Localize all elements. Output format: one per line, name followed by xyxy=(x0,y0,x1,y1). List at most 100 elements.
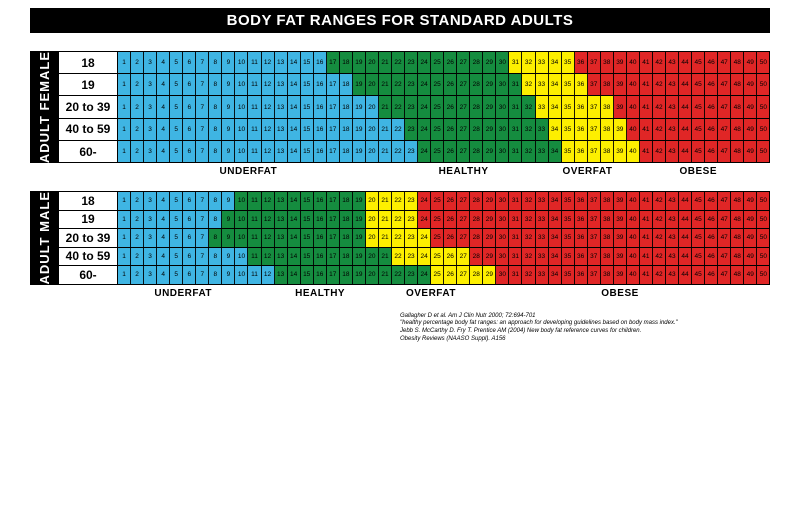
value-cells: 1234567891011121314151617181920212223242… xyxy=(118,229,769,247)
legend-overfat: OVERFAT xyxy=(392,288,470,299)
value-cell: 42 xyxy=(653,266,666,284)
value-cell: 29 xyxy=(483,192,496,210)
value-cell: 44 xyxy=(679,52,692,73)
value-cell: 7 xyxy=(196,52,209,73)
value-cell: 3 xyxy=(144,141,157,162)
value-cell: 26 xyxy=(444,229,457,247)
value-cell: 43 xyxy=(666,229,679,247)
value-cell: 11 xyxy=(248,141,261,162)
value-cell: 13 xyxy=(275,211,288,229)
value-cell: 46 xyxy=(705,229,718,247)
value-cell: 2 xyxy=(131,192,144,210)
value-cell: 41 xyxy=(640,211,653,229)
value-cell: 1 xyxy=(118,141,131,162)
value-cell: 47 xyxy=(718,96,731,117)
value-cell: 26 xyxy=(444,141,457,162)
value-cell: 32 xyxy=(522,96,535,117)
value-cell: 35 xyxy=(562,211,575,229)
value-cell: 44 xyxy=(679,141,692,162)
value-cell: 31 xyxy=(509,74,522,95)
value-cell: 13 xyxy=(275,248,288,266)
value-cell: 34 xyxy=(549,74,562,95)
value-cell: 8 xyxy=(209,74,222,95)
value-cell: 10 xyxy=(235,141,248,162)
value-cell: 45 xyxy=(692,266,705,284)
value-cell: 21 xyxy=(379,119,392,140)
value-cell: 44 xyxy=(679,248,692,266)
value-cell: 34 xyxy=(549,141,562,162)
value-cell: 40 xyxy=(627,229,640,247)
value-cell: 16 xyxy=(314,229,327,247)
value-cell: 49 xyxy=(744,96,757,117)
value-cell: 10 xyxy=(235,74,248,95)
value-cell: 50 xyxy=(757,248,769,266)
value-cell: 9 xyxy=(222,96,235,117)
value-cell: 4 xyxy=(157,96,170,117)
value-cell: 16 xyxy=(314,52,327,73)
value-cell: 19 xyxy=(353,141,366,162)
value-cell: 29 xyxy=(483,74,496,95)
value-cell: 49 xyxy=(744,266,757,284)
value-cell: 47 xyxy=(718,74,731,95)
value-cell: 50 xyxy=(757,266,769,284)
chart-row: 1912345678910111213141516171819202122232… xyxy=(58,73,769,95)
legend-overfat: OVERFAT xyxy=(548,166,626,177)
value-cell: 18 xyxy=(340,229,353,247)
citation-line: Gallagher D et al. Am J Clin Nutr 2000; … xyxy=(400,313,770,321)
value-cell: 20 xyxy=(366,248,379,266)
value-cell: 24 xyxy=(418,96,431,117)
value-cell: 17 xyxy=(327,119,340,140)
value-cell: 33 xyxy=(536,266,549,284)
value-cell: 1 xyxy=(118,192,131,210)
value-cell: 46 xyxy=(705,211,718,229)
value-cell: 22 xyxy=(392,192,405,210)
value-cell: 23 xyxy=(405,74,418,95)
value-cell: 26 xyxy=(444,74,457,95)
value-cell: 32 xyxy=(522,141,535,162)
value-cell: 39 xyxy=(614,229,627,247)
value-cell: 3 xyxy=(144,266,157,284)
value-cell: 31 xyxy=(509,141,522,162)
value-cell: 27 xyxy=(457,119,470,140)
value-cell: 4 xyxy=(157,52,170,73)
value-cell: 42 xyxy=(653,119,666,140)
value-cell: 43 xyxy=(666,52,679,73)
value-cell: 9 xyxy=(222,266,235,284)
value-cell: 5 xyxy=(170,119,183,140)
value-cell: 23 xyxy=(405,266,418,284)
value-cell: 37 xyxy=(588,52,601,73)
age-label: 18 xyxy=(58,52,118,73)
value-cell: 37 xyxy=(588,141,601,162)
value-cell: 40 xyxy=(627,52,640,73)
value-cell: 22 xyxy=(392,211,405,229)
value-cells: 1234567891011121314151617181920212223242… xyxy=(118,119,769,140)
value-cell: 47 xyxy=(718,266,731,284)
value-cell: 29 xyxy=(483,211,496,229)
value-cell: 14 xyxy=(288,211,301,229)
chart-row: 60-1234567891011121314151617181920212223… xyxy=(58,265,769,284)
page-title: BODY FAT RANGES FOR STANDARD ADULTS xyxy=(30,8,770,33)
value-cell: 15 xyxy=(301,52,314,73)
value-cell: 18 xyxy=(340,119,353,140)
value-cell: 41 xyxy=(640,141,653,162)
value-cell: 10 xyxy=(235,248,248,266)
value-cell: 4 xyxy=(157,266,170,284)
value-cell: 3 xyxy=(144,211,157,229)
value-cell: 13 xyxy=(275,141,288,162)
value-cell: 1 xyxy=(118,74,131,95)
value-cell: 40 xyxy=(627,96,640,117)
value-cell: 2 xyxy=(131,119,144,140)
value-cell: 50 xyxy=(757,229,769,247)
value-cell: 12 xyxy=(262,248,275,266)
chart-vertical-label: ADULT MALE xyxy=(30,191,58,285)
value-cell: 1 xyxy=(118,211,131,229)
value-cell: 12 xyxy=(262,74,275,95)
value-cell: 7 xyxy=(196,192,209,210)
value-cell: 9 xyxy=(222,192,235,210)
value-cell: 46 xyxy=(705,192,718,210)
value-cell: 19 xyxy=(353,52,366,73)
value-cell: 5 xyxy=(170,266,183,284)
value-cell: 4 xyxy=(157,119,170,140)
value-cell: 25 xyxy=(431,52,444,73)
value-cell: 37 xyxy=(588,229,601,247)
